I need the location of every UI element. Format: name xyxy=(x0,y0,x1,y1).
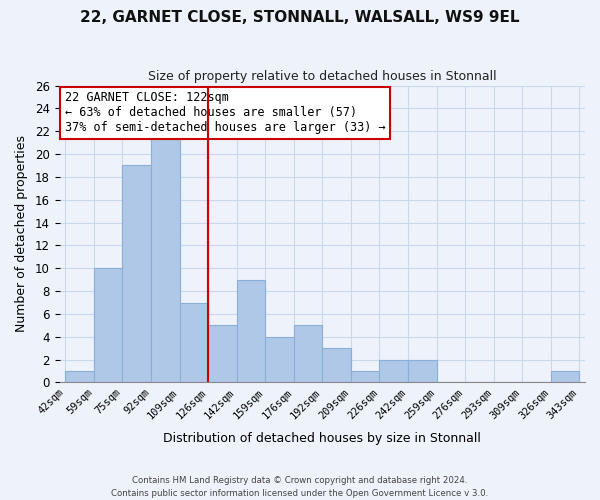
Bar xyxy=(551,371,579,382)
Bar xyxy=(179,302,208,382)
Bar xyxy=(122,166,151,382)
Bar xyxy=(322,348,351,382)
Bar xyxy=(379,360,408,382)
X-axis label: Distribution of detached houses by size in Stonnall: Distribution of detached houses by size … xyxy=(163,432,481,445)
Bar xyxy=(265,337,294,382)
Bar xyxy=(408,360,437,382)
Bar xyxy=(94,268,122,382)
Bar xyxy=(294,326,322,382)
Text: 22 GARNET CLOSE: 122sqm
← 63% of detached houses are smaller (57)
37% of semi-de: 22 GARNET CLOSE: 122sqm ← 63% of detache… xyxy=(65,92,386,134)
Bar xyxy=(236,280,265,382)
Text: 22, GARNET CLOSE, STONNALL, WALSALL, WS9 9EL: 22, GARNET CLOSE, STONNALL, WALSALL, WS9… xyxy=(80,10,520,25)
Y-axis label: Number of detached properties: Number of detached properties xyxy=(15,136,28,332)
Bar xyxy=(151,131,179,382)
Bar xyxy=(65,371,94,382)
Bar xyxy=(208,326,236,382)
Text: Contains HM Land Registry data © Crown copyright and database right 2024.
Contai: Contains HM Land Registry data © Crown c… xyxy=(112,476,488,498)
Title: Size of property relative to detached houses in Stonnall: Size of property relative to detached ho… xyxy=(148,70,497,83)
Bar xyxy=(351,371,379,382)
